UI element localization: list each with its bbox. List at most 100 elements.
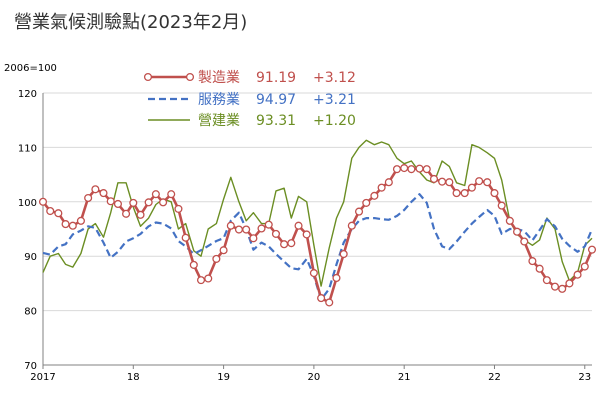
series-point [317, 294, 326, 303]
y-tick-label: 100 [18, 198, 37, 209]
series-point [302, 230, 311, 239]
series-point [196, 276, 206, 285]
series-point [287, 239, 296, 248]
series-point [429, 174, 439, 184]
series-point [99, 189, 108, 198]
legend-latest-value: 93.31 [256, 113, 296, 129]
series-point [159, 198, 168, 207]
series-point [587, 245, 597, 254]
series-point [144, 198, 153, 207]
series-point [467, 183, 476, 192]
chart-title: 營業氣候測驗點(2023年2月) [14, 12, 248, 33]
series-point [181, 233, 190, 242]
x-tick-label: 21 [398, 372, 411, 383]
x-tick-label: 20 [308, 372, 321, 383]
series-point [475, 177, 484, 186]
series-point [580, 262, 589, 271]
series-point [46, 206, 55, 216]
series-point [392, 165, 402, 174]
series-point [550, 282, 560, 291]
series-point [452, 189, 461, 198]
legend-series-name: 製造業 [198, 70, 240, 86]
legend-marker [185, 72, 195, 82]
series-point [460, 189, 469, 198]
series-point [212, 254, 221, 263]
unit-label: 2006=100 [4, 63, 57, 74]
series-point [249, 234, 258, 243]
series-line [42, 139, 593, 287]
series-point [106, 197, 115, 206]
series-point [61, 220, 70, 229]
series-point [219, 246, 228, 255]
series-point [384, 178, 393, 187]
series-point [339, 249, 348, 259]
series-point [136, 210, 145, 219]
legend-series-name: 營建業 [198, 113, 240, 129]
series-point [113, 199, 122, 209]
series-point [129, 198, 138, 207]
series-point [520, 237, 529, 246]
series-point [415, 164, 424, 173]
series-point [400, 164, 409, 173]
legend-latest-value: 91.19 [256, 70, 296, 86]
series-point [483, 178, 492, 187]
series-point [535, 264, 544, 273]
series-point [377, 183, 386, 192]
series-point [497, 201, 506, 210]
x-tick-label: 19 [217, 372, 230, 383]
series-point [347, 221, 356, 230]
y-tick-label: 70 [24, 361, 37, 372]
series-point [558, 284, 567, 293]
series-line [41, 166, 594, 304]
x-tick-label: 22 [488, 372, 501, 383]
legend-change: +3.12 [313, 70, 356, 86]
series-point [309, 269, 318, 278]
series-point [91, 185, 100, 194]
series-point [257, 224, 266, 233]
legend-series-name: 服務業 [198, 92, 240, 108]
series-point [490, 189, 499, 198]
series-point [542, 276, 551, 285]
y-tick-label: 80 [24, 307, 37, 318]
series-point [528, 257, 537, 266]
x-tick-label: 23 [578, 372, 591, 383]
series-point [234, 225, 243, 234]
series-point [325, 298, 334, 307]
series-point [271, 229, 281, 238]
x-tick-label: 2017 [30, 372, 55, 383]
y-tick-label: 90 [24, 252, 37, 263]
series-point [332, 273, 341, 283]
series-point [445, 178, 454, 187]
series-point [167, 190, 176, 199]
series-point [513, 227, 522, 236]
y-tick-label: 110 [18, 143, 37, 154]
series-point [505, 216, 514, 225]
series-point [294, 221, 303, 230]
series-point [370, 191, 379, 200]
legend-marker [143, 72, 153, 82]
legend-latest-value: 94.97 [256, 92, 296, 108]
series-point [422, 165, 431, 174]
series-point [407, 165, 416, 174]
series-point [354, 207, 364, 216]
legend-change: +3.21 [313, 92, 356, 108]
series-point [189, 260, 198, 269]
y-tick-label: 120 [18, 89, 37, 100]
series-point [151, 190, 160, 199]
legend-change: +1.20 [313, 113, 356, 129]
series-point [54, 209, 63, 218]
series-point [264, 220, 273, 229]
series-point [204, 274, 213, 283]
series-point [76, 216, 85, 225]
series-point [84, 193, 93, 203]
series-point [122, 209, 131, 218]
series-point [68, 221, 77, 230]
series-point [438, 177, 447, 186]
series-point [362, 198, 371, 207]
series-point [565, 279, 574, 288]
series-point [242, 225, 251, 234]
series-point [174, 204, 183, 213]
series-point [38, 197, 48, 206]
series-point [226, 221, 235, 230]
